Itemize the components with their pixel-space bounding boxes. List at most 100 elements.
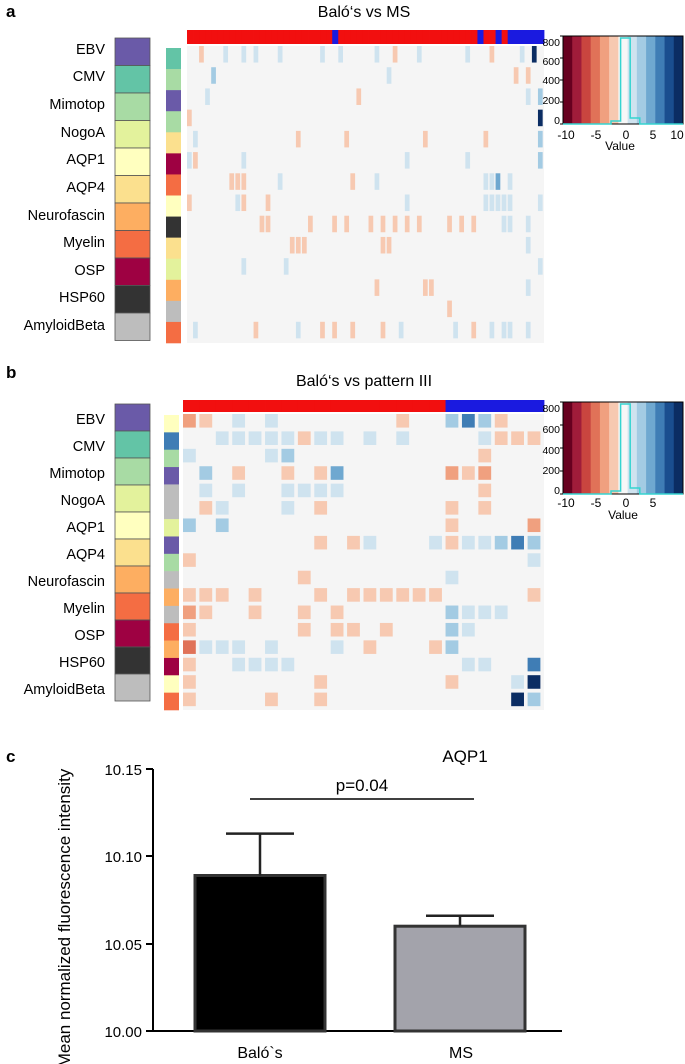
legend-color-box [114, 430, 151, 459]
row-side-color [164, 519, 179, 537]
heatmap-cell [412, 588, 426, 602]
column-group-cell [398, 30, 406, 44]
heatmap-cell [447, 215, 452, 233]
column-group-cell [205, 30, 212, 44]
bar-series [193, 832, 527, 1033]
heatmap-cell [471, 321, 477, 339]
column-group-cell [247, 30, 254, 44]
color-key-swatch [572, 402, 582, 494]
heatmap-cell [483, 194, 489, 212]
heatmap-cell [314, 466, 328, 480]
heatmap-cell [199, 466, 213, 480]
heatmap-cell [193, 321, 198, 339]
column-group-cell [489, 30, 496, 44]
heatmap-cell [215, 518, 229, 533]
heatmap-cell [308, 215, 313, 233]
row-label-osp: OSP [74, 628, 105, 644]
row-label-aqp1: AQP1 [66, 152, 105, 168]
heatmap-cell [344, 130, 350, 148]
row-side-color [164, 640, 179, 659]
heatmap-cell [495, 173, 501, 190]
column-group-cell [495, 30, 503, 44]
panel-a-heatmap [187, 46, 544, 343]
heatmap-cell [223, 46, 229, 63]
heatmap-cell [396, 431, 410, 445]
color-key-swatch [646, 402, 656, 494]
heatmap-cell [211, 67, 216, 84]
heatmap-cell [248, 605, 262, 620]
column-group-cell [465, 30, 472, 44]
heatmap-cell [183, 622, 196, 637]
heatmap-cell [183, 605, 196, 620]
column-group-cell [412, 400, 430, 412]
column-group-cell [374, 30, 382, 44]
heatmap-cell [478, 657, 492, 672]
p-value-annotation: p=0.04 [336, 776, 388, 795]
heatmap-cell [461, 657, 475, 672]
heatmap-cell [253, 46, 259, 63]
heatmap-cell [445, 570, 459, 585]
key-a-xlabel: Value [605, 139, 635, 153]
bar [393, 924, 527, 1033]
heatmap-cell [314, 535, 328, 550]
column-group-cell [478, 400, 496, 412]
heatmap-cell [199, 605, 213, 620]
heatmap-cell [314, 588, 328, 602]
color-key-swatch [572, 36, 582, 124]
heatmap-cell [330, 431, 344, 445]
heatmap-cell [494, 605, 508, 620]
color-key-swatch [673, 402, 684, 494]
row-label-mimotop: Mimotop [49, 466, 105, 482]
column-group-cell [501, 30, 509, 44]
heatmap-cell [483, 173, 489, 190]
heatmap-cell [445, 675, 459, 689]
legend-color-box [114, 457, 151, 486]
heatmap-cell [183, 553, 196, 567]
histogram-line [563, 37, 683, 125]
panel-a-row-labels: EBV CMV Mimotop NogoA AQP1 AQP4 Neurofas… [24, 42, 106, 334]
heatmap-cell [461, 605, 475, 620]
heatmap-cell [235, 173, 241, 190]
heatmap-cell [232, 657, 246, 672]
row-side-color [164, 467, 179, 485]
legend-color-box [114, 147, 151, 176]
heatmap-cell [396, 588, 410, 602]
heatmap-cell [398, 321, 404, 339]
key-a-tick-neg10: -10 [557, 128, 575, 142]
legend-color-box [114, 65, 151, 94]
heatmap-cell [445, 535, 459, 550]
row-label-mimotop: Mimotop [49, 97, 105, 113]
color-key-swatch [655, 36, 665, 124]
heatmap-cell [232, 466, 246, 480]
column-group-cell [396, 400, 414, 412]
heatmap-cell [330, 622, 344, 637]
legend-color-box [114, 37, 151, 66]
heatmap-cell [374, 46, 380, 63]
key-a-ytick-200: 200 [542, 95, 560, 107]
row-label-nogoa: NogoA [61, 493, 106, 509]
heatmap-cell [183, 675, 196, 689]
row-side-color [164, 484, 179, 503]
heatmap-cell [494, 431, 508, 445]
heatmap-cell [314, 675, 328, 689]
column-group-cell [356, 30, 363, 44]
heatmap-cell [404, 194, 410, 212]
heatmap-cell [422, 279, 428, 296]
heatmap-cell [297, 570, 311, 585]
heatmap-cell [501, 215, 507, 233]
panel-b-title: Baló‘s vs pattern III [296, 373, 432, 390]
column-group-cell [229, 30, 236, 44]
column-group-cell [350, 30, 357, 44]
heatmap-cell [183, 588, 196, 602]
color-key-swatch [590, 36, 601, 124]
panel-b-row-labels: EBV CMV Mimotop NogoA AQP1 AQP4 Neurofas… [24, 412, 106, 698]
row-side-color [166, 174, 181, 196]
heatmap-cell [281, 448, 295, 463]
column-group-cell [507, 30, 515, 44]
heatmap-cell [248, 431, 262, 445]
row-side-color [164, 501, 179, 520]
column-group-cell [537, 30, 545, 44]
bar [193, 874, 327, 1033]
legend-color-box [114, 592, 151, 621]
heatmap-cell [453, 321, 458, 339]
